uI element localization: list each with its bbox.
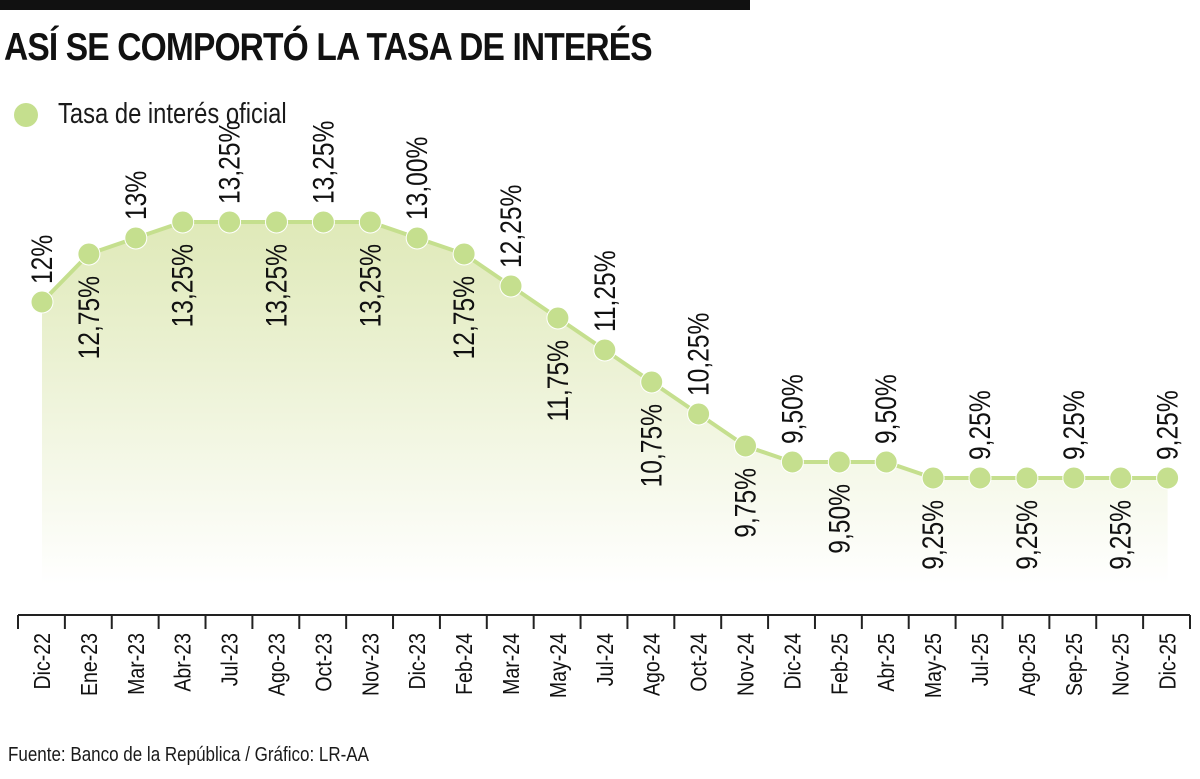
line-chart: 12% 12,75% 13% 13,25% 13,25% 13,25% 13,25% 13,2… [17, 121, 1191, 698]
x-tick-label: Jul-23 [217, 633, 243, 686]
data-label: 9,25% [1150, 390, 1184, 460]
x-tick-label: Dic-23 [405, 633, 431, 689]
data-label: 9,25% [916, 500, 950, 570]
data-point [546, 306, 570, 330]
data-label: 9,25% [1103, 500, 1137, 570]
data-point [640, 370, 664, 394]
x-tick-label: Mar-24 [499, 633, 525, 695]
x-tick-label: Nov-23 [358, 633, 384, 696]
x-tick-label: Ago-23 [264, 633, 290, 696]
data-label: 12,75% [447, 276, 481, 359]
x-tick-label: Dic-22 [30, 633, 56, 689]
data-label: 13,25% [212, 121, 246, 204]
data-labels: 12% 12,75% 13% 13,25% 13,25% 13,25% 13,25% 13,2… [25, 121, 1185, 570]
area-fill-layer [42, 222, 1168, 585]
data-point [218, 210, 242, 234]
x-tick-label: Ago-24 [639, 633, 665, 696]
data-point [1156, 466, 1180, 490]
data-point [734, 434, 757, 458]
x-tick-label: Feb-25 [827, 633, 853, 695]
data-point [827, 450, 851, 474]
x-tick-label: Nov-24 [733, 633, 759, 696]
data-label: 13% [118, 171, 152, 220]
x-tick-label: Ene-23 [76, 633, 102, 696]
data-label: 13,25% [306, 121, 340, 204]
data-point [405, 226, 429, 250]
data-point [171, 210, 195, 234]
x-tick-label: Dic-24 [780, 633, 806, 690]
area-fill [42, 222, 1168, 585]
data-point [687, 402, 711, 426]
data-point [265, 210, 288, 234]
x-tick-label: Abr-25 [874, 633, 900, 692]
data-label: 10,75% [634, 404, 668, 487]
data-label: 13,25% [165, 244, 199, 327]
chart-title: ASÍ SE COMPORTÓ LA TASA DE INTERÉS [4, 26, 653, 69]
data-point [452, 242, 476, 266]
x-tick-label: Ago-25 [1014, 633, 1040, 696]
data-point [1109, 466, 1133, 490]
data-point [358, 210, 382, 234]
x-axis [17, 614, 1191, 629]
source-note: Fuente: Banco de la República / Gráfico:… [8, 744, 369, 766]
data-point [1015, 466, 1039, 490]
data-point [780, 450, 804, 474]
legend-label: Tasa de interés oficial [58, 98, 287, 130]
x-tick-label: Oct-23 [311, 633, 337, 692]
x-tick-labels: Dic-22 Ene-23 Mar-23 Abr-23 Jul-23 Ago-23 Oct-… [30, 633, 1181, 698]
data-point [30, 290, 54, 314]
data-label: 12,75% [72, 276, 106, 359]
data-label: 12,25% [494, 185, 528, 268]
data-label: 13,25% [259, 244, 293, 327]
data-points [30, 210, 1180, 490]
legend: Tasa de interés oficial [14, 98, 337, 131]
data-point [921, 466, 945, 490]
x-tick-label: Feb-24 [452, 633, 478, 695]
data-label: 13,25% [353, 244, 387, 327]
data-point [1062, 466, 1086, 490]
x-tick-label: Sep-25 [1061, 633, 1087, 696]
x-tick-label: Abr-23 [170, 633, 196, 692]
data-point [593, 338, 617, 362]
data-label: 9,25% [963, 390, 997, 460]
x-tick-label: Nov-25 [1108, 633, 1134, 696]
x-tick-label: Jul-24 [592, 633, 618, 686]
x-tick-label: Mar-23 [123, 633, 149, 695]
data-label: 12% [25, 235, 59, 284]
data-label: 13,00% [400, 137, 434, 220]
data-label: 9,50% [869, 374, 903, 444]
x-tick-label: Dic-25 [1155, 633, 1181, 689]
data-point [311, 210, 335, 234]
data-point [874, 450, 898, 474]
data-label: 9,50% [822, 484, 856, 554]
data-label: 9,75% [728, 468, 762, 538]
data-point [968, 466, 992, 490]
data-label: 9,25% [1010, 500, 1044, 570]
x-tick-label: Oct-24 [686, 633, 712, 692]
data-label: 11,25% [587, 250, 621, 332]
data-label: 11,75% [541, 340, 575, 422]
data-point [77, 242, 101, 266]
data-point [124, 226, 148, 250]
x-tick-label: May-24 [545, 633, 571, 698]
x-tick-label: Jul-25 [968, 633, 994, 686]
top-rule [0, 0, 750, 10]
data-label: 10,25% [681, 313, 715, 396]
data-label: 9,25% [1056, 390, 1090, 460]
data-point [499, 274, 523, 298]
data-label: 9,50% [775, 374, 809, 444]
legend-marker [14, 102, 38, 127]
x-tick-label: May-25 [921, 633, 947, 698]
